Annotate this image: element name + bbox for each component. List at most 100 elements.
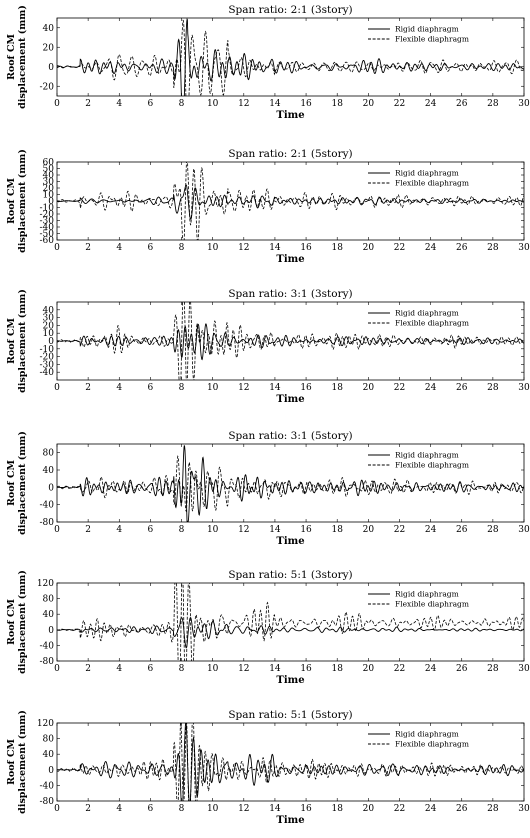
y-tick-label: 40 bbox=[43, 171, 55, 181]
x-tick-label: 4 bbox=[116, 525, 122, 535]
series-line-flexible bbox=[57, 583, 524, 661]
y-axis-label-line: displacement (mm) bbox=[17, 570, 28, 674]
x-tick-label: 28 bbox=[487, 804, 499, 814]
x-tick-label: 8 bbox=[179, 383, 185, 393]
x-tick-label: 16 bbox=[300, 99, 312, 109]
x-tick-label: 18 bbox=[331, 804, 343, 814]
y-axis-label: Roof CMdisplacement (mm) bbox=[6, 289, 28, 393]
y-tick-label: -20 bbox=[40, 82, 55, 92]
x-tick-label: 20 bbox=[363, 804, 375, 814]
x-tick-label: 28 bbox=[487, 664, 499, 674]
x-tick-label: 22 bbox=[394, 804, 405, 814]
x-tick-label: 30 bbox=[518, 804, 530, 814]
legend-label-rigid: Rigid diaphragm bbox=[395, 309, 459, 318]
y-tick-label: -20 bbox=[40, 210, 55, 220]
y-tick-label: 30 bbox=[43, 178, 55, 188]
y-tick-label: 20 bbox=[43, 43, 55, 53]
y-tick-label: -80 bbox=[40, 518, 55, 528]
x-tick-label: 8 bbox=[179, 525, 185, 535]
y-axis-label: Roof CMdisplacement (mm) bbox=[6, 149, 28, 253]
x-tick-label: 6 bbox=[148, 243, 154, 253]
y-tick-label: 0 bbox=[48, 63, 54, 73]
x-tick-label: 12 bbox=[238, 243, 249, 253]
x-tick-label: 16 bbox=[300, 664, 312, 674]
chart-panel-6: Span ratio: 5:1 (5story)0 2 4 6 8 10 12 14 16 18 2… bbox=[6, 709, 530, 826]
legend-label-flexible: Flexible diaphragm bbox=[395, 35, 469, 44]
chart-title: Span ratio: 5:1 (5story) bbox=[228, 709, 352, 721]
x-tick-label: 14 bbox=[269, 243, 281, 253]
x-tick-label: 22 bbox=[394, 243, 405, 253]
x-tick-label: 26 bbox=[456, 664, 468, 674]
y-tick-label: 20 bbox=[43, 184, 55, 194]
x-axis-label: Time bbox=[276, 536, 304, 547]
x-tick-label: 6 bbox=[148, 525, 154, 535]
y-tick-label: 0 bbox=[48, 337, 54, 347]
series-line-flexible bbox=[57, 19, 524, 96]
series-line-flexible bbox=[57, 723, 524, 801]
y-tick-label: 80 bbox=[43, 449, 55, 459]
y-tick-label: 60 bbox=[43, 158, 55, 168]
series-line-rigid bbox=[57, 18, 524, 96]
x-tick-label: 24 bbox=[425, 525, 437, 535]
y-tick-label: 50 bbox=[43, 165, 55, 175]
x-tick-label: 28 bbox=[487, 243, 499, 253]
legend-label-rigid: Rigid diaphragm bbox=[395, 451, 459, 460]
chart-panel-3: Span ratio: 3:1 (3story)0 2 4 6 8 10 12 14 16 18 2… bbox=[6, 288, 530, 405]
legend-label-rigid: Rigid diaphragm bbox=[395, 25, 459, 34]
y-tick-label: 0 bbox=[48, 766, 54, 776]
y-tick-label: 40 bbox=[43, 750, 55, 760]
plot-frame bbox=[56, 17, 525, 97]
y-tick-label: -10 bbox=[40, 345, 55, 355]
y-axis-label: Roof CMdisplacement (mm) bbox=[6, 5, 28, 109]
legend-label-flexible: Flexible diaphragm bbox=[395, 600, 469, 609]
x-tick-label: 0 bbox=[54, 525, 60, 535]
y-tick-label: 0 bbox=[48, 197, 54, 207]
x-tick-label: 18 bbox=[331, 525, 343, 535]
x-tick-label: 8 bbox=[179, 99, 185, 109]
y-axis-label-line: Roof CM bbox=[6, 460, 17, 507]
x-tick-label: 24 bbox=[425, 664, 437, 674]
x-tick-label: 18 bbox=[331, 99, 343, 109]
x-tick-label: 0 bbox=[54, 664, 60, 674]
y-axis-label-line: displacement (mm) bbox=[17, 5, 28, 109]
x-tick-label: 6 bbox=[148, 804, 154, 814]
y-axis-label-line: Roof CM bbox=[6, 739, 17, 786]
plot-frame bbox=[56, 443, 525, 523]
legend-label-rigid: Rigid diaphragm bbox=[395, 169, 459, 178]
plot-area bbox=[57, 445, 524, 522]
y-tick-label: 80 bbox=[43, 595, 55, 605]
x-axis-label: Time bbox=[276, 815, 304, 826]
x-tick-label: 24 bbox=[425, 383, 437, 393]
y-tick-label: 120 bbox=[37, 719, 54, 729]
x-tick-label: 30 bbox=[518, 243, 530, 253]
legend-label-flexible: Flexible diaphragm bbox=[395, 179, 469, 188]
x-tick-label: 10 bbox=[207, 525, 219, 535]
y-tick-label: -40 bbox=[40, 368, 55, 378]
y-axis-label-line: displacement (mm) bbox=[17, 710, 28, 814]
x-tick-label: 2 bbox=[85, 664, 91, 674]
x-tick-label: 12 bbox=[238, 383, 249, 393]
x-tick-label: 16 bbox=[300, 243, 312, 253]
x-tick-label: 10 bbox=[207, 99, 219, 109]
x-tick-label: 2 bbox=[85, 99, 91, 109]
x-tick-label: 6 bbox=[148, 383, 154, 393]
plot-area bbox=[57, 162, 524, 240]
x-tick-label: 0 bbox=[54, 383, 60, 393]
series-line-rigid bbox=[57, 723, 524, 801]
x-axis-label: Time bbox=[276, 110, 304, 121]
x-axis-label: Time bbox=[276, 394, 304, 405]
legend-label-rigid: Rigid diaphragm bbox=[395, 590, 459, 599]
legend-label-rigid: Rigid diaphragm bbox=[395, 730, 459, 739]
x-tick-label: 26 bbox=[456, 383, 468, 393]
x-tick-label: 2 bbox=[85, 243, 91, 253]
y-tick-label: 0 bbox=[48, 483, 54, 493]
x-tick-label: 16 bbox=[300, 804, 312, 814]
x-tick-label: 20 bbox=[363, 99, 375, 109]
x-tick-label: 18 bbox=[331, 664, 343, 674]
x-tick-label: 6 bbox=[148, 664, 154, 674]
x-tick-label: 4 bbox=[116, 383, 122, 393]
x-tick-label: 4 bbox=[116, 99, 122, 109]
y-axis-label-line: Roof CM bbox=[6, 34, 17, 81]
plot-area bbox=[57, 723, 524, 801]
